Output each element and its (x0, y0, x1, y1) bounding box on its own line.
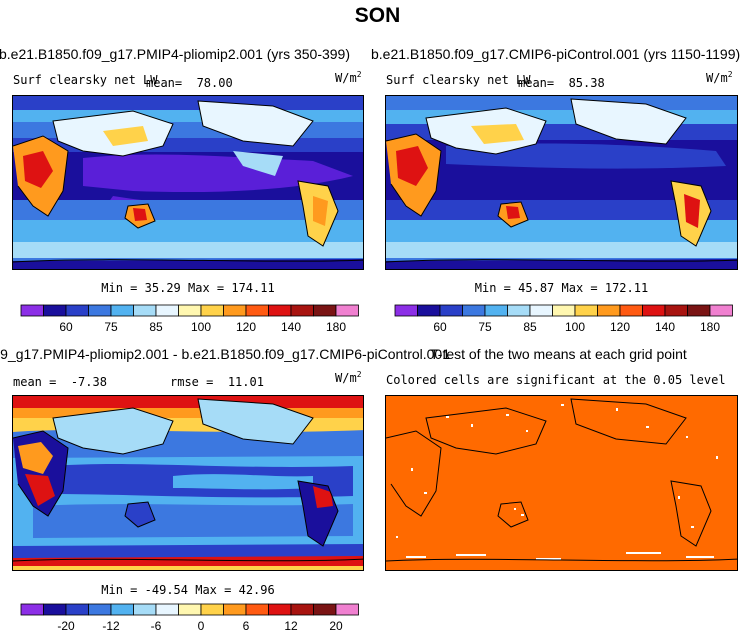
top-right-variable: Surf clearsky net LW (386, 73, 531, 87)
colorbar-tick-label: -6 (151, 619, 162, 633)
colorbar-swatch (290, 304, 314, 317)
colorbar-tick-label: 180 (700, 320, 720, 334)
colorbar-swatch (268, 603, 292, 616)
colorbar-tick-label: 60 (59, 320, 73, 334)
colorbar-swatch (200, 304, 224, 317)
colorbar-swatch (462, 304, 486, 317)
colorbar-swatch (88, 304, 112, 317)
bottom-left-map (12, 395, 364, 571)
bottom-left-colorbar: -20 -12 -6 0 6 12 20 (20, 603, 360, 633)
colorbar-swatch (394, 304, 418, 317)
top-right-units: W/m2 (706, 70, 733, 85)
colorbar-swatch (313, 603, 337, 616)
bottom-left-rmse-value: 11.01 (227, 375, 264, 389)
colorbar-tick-label: 75 (104, 320, 118, 334)
bottom-right-title: T-test of the two means at each grid poi… (430, 346, 687, 362)
top-right-run-title: b.e21.B1850.f09_g17.CMIP6-piControl.001 … (371, 46, 741, 62)
colorbar-tick-label: 140 (655, 320, 675, 334)
top-left-mean-value: 78.00 (196, 76, 233, 90)
top-right-minmax: Min = 45.87 Max = 172.11 (474, 281, 649, 295)
colorbar-swatch (529, 304, 553, 317)
colorbar-tick-label: 85 (149, 320, 163, 334)
colorbar-tick-label: 0 (198, 619, 205, 633)
colorbar-swatch (709, 304, 733, 317)
bottom-left-mean-value: -7.38 (70, 375, 107, 389)
top-left-variable: Surf clearsky net LW (13, 73, 158, 87)
top-left-map (12, 95, 364, 270)
bottom-left-mean: mean = -7.38 (13, 375, 107, 389)
colorbar-tick-label: 85 (523, 320, 537, 334)
page-title: SON (354, 4, 401, 27)
colorbar-swatch (43, 603, 67, 616)
bottom-left-rmse: rmse = 11.01 (170, 375, 264, 389)
colorbar-swatch (245, 304, 269, 317)
colorbar-tick-label: 100 (565, 320, 585, 334)
colorbar-swatch (574, 304, 598, 317)
bottom-left-minmax: Min = -49.54 Max = 42.96 (101, 583, 275, 597)
top-right-colorbar: 60 75 85 100 120 140 180 (394, 304, 734, 334)
colorbar-swatch (597, 304, 621, 317)
colorbar-swatch (133, 304, 157, 317)
bottom-left-units: W/m2 (335, 370, 362, 385)
colorbar-swatch (417, 304, 441, 317)
colorbar-tick-label: 6 (243, 619, 250, 633)
top-left-colorbar: 60 75 85 100 120 140 180 (20, 304, 360, 334)
colorbar-swatch (507, 304, 531, 317)
colorbar-swatch (20, 603, 44, 616)
colorbar-swatch (155, 304, 179, 317)
colorbar-tick-label: 100 (191, 320, 211, 334)
colorbar-tick-label: 60 (433, 320, 447, 334)
colorbar-swatch (642, 304, 666, 317)
colorbar-swatch (245, 603, 269, 616)
colorbar-swatch (133, 603, 157, 616)
colorbar-swatch (268, 304, 292, 317)
top-right-map (385, 95, 738, 270)
colorbar-tick-label: 120 (610, 320, 630, 334)
colorbar-swatch (439, 304, 463, 317)
colorbar-swatch (110, 603, 134, 616)
top-left-minmax: Min = 35.29 Max = 174.11 (101, 281, 275, 295)
colorbar-swatch (43, 304, 67, 317)
colorbar-tick-label: 75 (478, 320, 492, 334)
colorbar-swatch (155, 603, 179, 616)
colorbar-swatch (335, 603, 359, 616)
colorbar-swatch (178, 603, 202, 616)
colorbar-tick-label: 12 (284, 619, 298, 633)
colorbar-tick-label: 140 (281, 320, 301, 334)
colorbar-swatch (178, 304, 202, 317)
colorbar-swatch (65, 304, 89, 317)
bottom-right-subtitle: Colored cells are significant at the 0.0… (386, 373, 726, 387)
bottom-right-map (385, 395, 738, 571)
colorbar-swatch (484, 304, 508, 317)
colorbar-swatch (110, 304, 134, 317)
colorbar-swatch (223, 304, 247, 317)
colorbar-tick-label: 120 (236, 320, 256, 334)
colorbar-swatch (335, 304, 359, 317)
colorbar-tick-label: 180 (326, 320, 346, 334)
colorbar-swatch (619, 304, 643, 317)
colorbar-swatch (20, 304, 44, 317)
colorbar-swatch (200, 603, 224, 616)
top-right-mean: mean= 85.38 (518, 76, 605, 90)
top-left-run-title: b.e21.B1850.f09_g17.PMIP4-pliomip2.001 (… (0, 46, 350, 62)
top-right-mean-value: 85.38 (568, 76, 605, 90)
colorbar-tick-label: -20 (57, 619, 75, 633)
colorbar-swatch (552, 304, 576, 317)
colorbar-swatch (687, 304, 711, 317)
bottom-left-run-title: b.e21.B1850.f09_g17.PMIP4-pliomip2.001 -… (0, 346, 450, 362)
colorbar-tick-label: -12 (102, 619, 120, 633)
colorbar-swatch (88, 603, 112, 616)
colorbar-swatch (65, 603, 89, 616)
colorbar-swatch (313, 304, 337, 317)
colorbar-tick-label: 20 (329, 619, 343, 633)
colorbar-swatch (223, 603, 247, 616)
top-left-units: W/m2 (335, 70, 362, 85)
colorbar-swatch (290, 603, 314, 616)
colorbar-swatch (664, 304, 688, 317)
top-left-mean: mean= 78.00 (146, 76, 233, 90)
